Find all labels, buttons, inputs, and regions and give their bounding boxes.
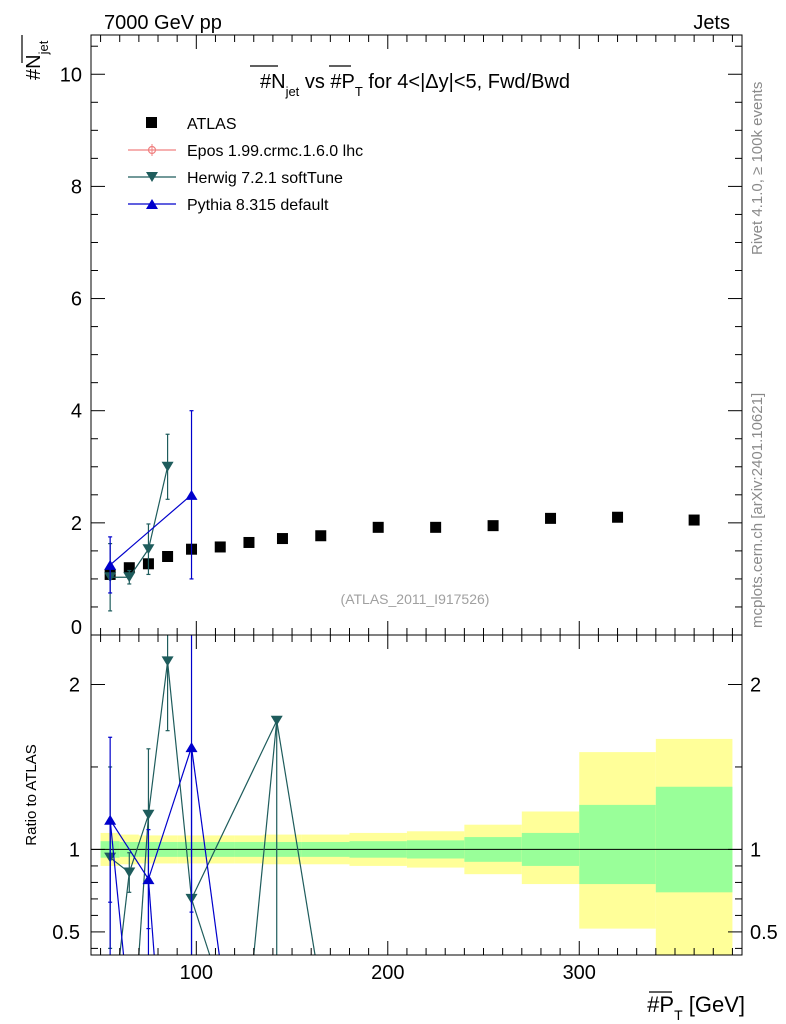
ratio-drop-herwig: [276, 720, 316, 956]
x-tick-label: 300: [563, 962, 596, 984]
legend-marker-herwig: [146, 172, 158, 182]
side-label-mcplots: mcplots.cern.ch [arXiv:2401.10621]: [749, 393, 766, 628]
data-point-herwig: [161, 461, 174, 472]
main-y-tick-label: 2: [71, 513, 82, 535]
main-y-tick-label: 8: [71, 176, 82, 198]
legend-label-herwig: Herwig 7.2.1 softTune: [187, 170, 343, 187]
svg-text:#Njet: #Njet: [23, 40, 51, 80]
ratio-point-herwig: [142, 809, 155, 820]
legend-marker-pythia: [146, 199, 158, 209]
ratio-drop-pythia: [147, 879, 155, 956]
chart-title: #Njet vs #PT for 4<|Δy|<5, Fwd/Bwd: [260, 71, 570, 99]
series-herwig: [104, 433, 174, 612]
series-atlas: [104, 511, 700, 580]
ratio-series-herwig: [104, 635, 316, 956]
main-y-tick-label: 10: [60, 64, 82, 86]
data-point-atlas: [688, 514, 700, 526]
svg-text:#PT [GeV]: #PT [GeV]: [647, 992, 745, 1023]
data-point-atlas: [243, 536, 255, 548]
ratio-drop-pythia: [190, 747, 220, 956]
data-point-atlas: [315, 530, 327, 542]
legend-label-epos: Epos 1.99.crmc.1.6.0 lhc: [187, 143, 363, 160]
title-rest: for 4<|Δy|<5, Fwd/Bwd: [363, 71, 570, 93]
main-series: [104, 410, 700, 612]
ratio-x-axis: 100 200 300: [100, 635, 733, 984]
header-right: Jets: [693, 12, 730, 34]
title-n-sub: jet: [285, 84, 300, 99]
data-point-atlas: [612, 511, 624, 523]
main-x-ticks: [100, 35, 733, 635]
ratio-plot-panel: 0.5 0.5 1 1 2 2 100 200 300: [52, 634, 778, 984]
ratio-y-tick-label-right: 1: [750, 839, 761, 861]
data-point-atlas: [372, 521, 384, 533]
ratio-y-tick-label: 1: [69, 839, 80, 861]
main-y-tick-label: 6: [71, 289, 82, 311]
data-point-atlas: [162, 550, 174, 562]
ratio-drop-herwig: [253, 720, 278, 956]
data-point-atlas: [545, 512, 557, 524]
legend: ATLAS Epos 1.99.crmc.1.6.0 lhc Herwig 7.…: [128, 116, 363, 214]
title-vs: vs #P: [299, 71, 355, 93]
header-left: 7000 GeV pp: [104, 12, 222, 34]
data-point-atlas: [276, 533, 288, 545]
side-label-rivet: Rivet 4.1.0, ≥ 100k events: [749, 82, 766, 255]
x-tick-label: 100: [180, 962, 213, 984]
main-plot-panel: 0 2 4 6 8 10 #Njet vs #PT for 4<|Δy|<5, Fwd/B…: [60, 34, 743, 639]
ratio-point-herwig: [161, 656, 174, 667]
x-axis-label: #PT [GeV]: [647, 991, 745, 1023]
title-p-sub: T: [355, 84, 363, 99]
title-n: #N: [260, 71, 286, 93]
ratio-drop-herwig: [190, 898, 211, 956]
ratio-series-pythia: [104, 635, 220, 956]
series-line-pythia: [109, 494, 192, 566]
ylabel-main: #N: [23, 54, 45, 80]
ratio-y-label: Ratio to ATLAS: [23, 744, 40, 845]
main-y-label: #Njet: [21, 35, 51, 80]
data-point-herwig: [142, 544, 155, 555]
xlabel-main: #P: [647, 992, 674, 1017]
data-point-pythia: [104, 559, 117, 570]
ratio-drop-herwig: [138, 814, 150, 956]
ratio-y-tick-label-right: 0.5: [750, 922, 778, 944]
x-tick-label: 200: [371, 962, 404, 984]
ratio-point-herwig: [123, 867, 136, 878]
ratio-band-green: [655, 786, 733, 893]
ratio-frame: [90, 634, 743, 956]
xlabel-sub: T: [674, 1007, 683, 1023]
ratio-band-green: [579, 804, 656, 885]
ratio-series: [104, 635, 316, 956]
data-point-atlas: [123, 562, 135, 574]
ratio-y-tick-label: 2: [69, 674, 80, 696]
data-point-atlas: [214, 541, 226, 553]
data-point-pythia: [185, 489, 198, 500]
xlabel-unit: [GeV]: [683, 992, 745, 1017]
data-point-atlas: [430, 521, 442, 533]
legend-marker-atlas: [146, 117, 157, 128]
analysis-tag: (ATLAS_2011_I917526): [341, 591, 490, 607]
main-y-tick-label: 4: [71, 401, 82, 423]
ratio-y-axis: 0.5 0.5 1 1 2 2: [52, 674, 778, 949]
main-y-tick-label: 0: [71, 617, 82, 639]
legend-label-pythia: Pythia 8.315 default: [187, 197, 329, 214]
series-pythia: [104, 410, 198, 594]
main-y-axis: 0 2 4 6 8 10: [60, 45, 742, 639]
ratio-y-tick-label-right: 2: [750, 674, 761, 696]
ylabel-sub: jet: [36, 40, 51, 55]
ratio-y-tick-label: 0.5: [52, 922, 80, 944]
data-point-atlas: [487, 520, 499, 532]
ratio-drop-pythia: [109, 819, 125, 956]
data-point-herwig: [123, 572, 136, 583]
series-line-herwig: [110, 466, 169, 578]
ratio-drop-herwig: [119, 872, 130, 956]
legend-label-atlas: ATLAS: [187, 116, 237, 133]
